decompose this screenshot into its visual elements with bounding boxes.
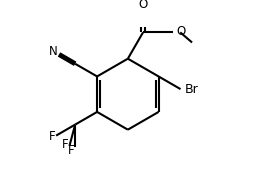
Text: N: N bbox=[49, 45, 58, 58]
Text: F: F bbox=[62, 138, 69, 152]
Text: Br: Br bbox=[185, 83, 199, 96]
Text: O: O bbox=[138, 0, 148, 11]
Text: O: O bbox=[176, 25, 185, 38]
Text: F: F bbox=[49, 130, 55, 143]
Text: F: F bbox=[68, 144, 74, 157]
